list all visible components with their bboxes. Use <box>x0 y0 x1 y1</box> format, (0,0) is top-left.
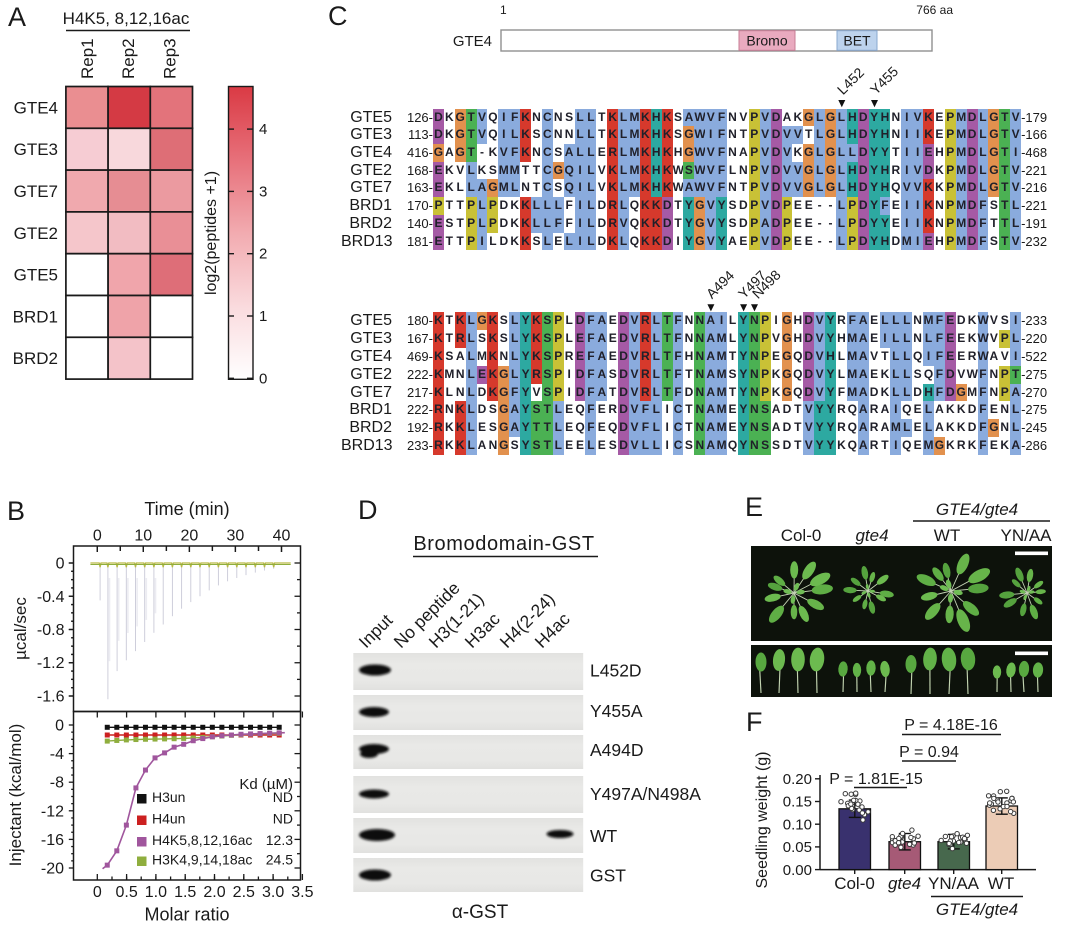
svg-text:1.5: 1.5 <box>174 884 196 901</box>
svg-text:A494D: A494D <box>590 740 644 760</box>
svg-text:20: 20 <box>181 528 199 545</box>
svg-text:-16: -16 <box>41 832 64 849</box>
svg-text:Input: Input <box>355 610 397 652</box>
svg-text:GTE3: GTE3 <box>14 140 58 159</box>
svg-text:Time (min): Time (min) <box>144 499 229 519</box>
svg-text:0: 0 <box>56 556 65 573</box>
svg-text:Y455A: Y455A <box>590 701 643 721</box>
svg-text:40: 40 <box>273 528 291 545</box>
svg-text:GTE2: GTE2 <box>14 224 58 243</box>
svg-text:-1.2: -1.2 <box>37 655 65 672</box>
svg-text:Y455: Y455 <box>867 63 902 98</box>
svg-text:gte4: gte4 <box>888 874 921 893</box>
svg-text:0: 0 <box>93 884 102 901</box>
svg-text:P = 0.94: P = 0.94 <box>899 744 959 761</box>
svg-text:2.0: 2.0 <box>203 884 225 901</box>
svg-text:ND: ND <box>273 811 293 827</box>
svg-text:-12: -12 <box>41 803 64 820</box>
svg-text:Molar ratio: Molar ratio <box>144 905 229 925</box>
svg-text:L452: L452 <box>834 64 867 97</box>
svg-text:WT: WT <box>590 826 618 846</box>
svg-text:ND: ND <box>273 789 293 805</box>
svg-text:1.0: 1.0 <box>145 884 167 901</box>
svg-text:Y497A/N498A: Y497A/N498A <box>590 784 701 804</box>
svg-text:GTE4: GTE4 <box>453 33 492 50</box>
svg-text:L452D: L452D <box>590 661 642 681</box>
svg-text:0.20: 0.20 <box>783 771 812 788</box>
svg-text:-1.6: -1.6 <box>37 689 65 706</box>
svg-text:12.3: 12.3 <box>266 832 293 848</box>
svg-text:0: 0 <box>93 528 102 545</box>
svg-text:α-GST: α-GST <box>452 902 509 923</box>
svg-text:GTE5: GTE5 <box>14 266 58 285</box>
svg-text:F: F <box>746 707 763 737</box>
svg-text:BRD2: BRD2 <box>13 349 58 368</box>
svg-text:C: C <box>328 1 348 31</box>
svg-text:Kd (µM): Kd (µM) <box>239 776 293 793</box>
svg-text:YN/AA: YN/AA <box>1000 526 1052 545</box>
svg-text:WT: WT <box>934 526 960 545</box>
svg-text:0: 0 <box>259 370 267 387</box>
svg-text:-8: -8 <box>50 775 64 792</box>
svg-text:H3un: H3un <box>152 789 185 805</box>
svg-text:Bromodomain-GST: Bromodomain-GST <box>413 533 594 555</box>
svg-text:3: 3 <box>259 183 267 200</box>
svg-text:-0.4: -0.4 <box>37 589 65 606</box>
svg-text:P = 1.81E-15: P = 1.81E-15 <box>829 771 923 788</box>
svg-text:3.5: 3.5 <box>291 884 313 901</box>
svg-text:Rep3: Rep3 <box>160 38 179 79</box>
svg-text:1: 1 <box>259 308 267 325</box>
svg-text:YN/AA: YN/AA <box>928 874 980 893</box>
svg-text:Bromo: Bromo <box>746 33 787 49</box>
svg-text:2.5: 2.5 <box>233 884 255 901</box>
svg-text:H4un: H4un <box>152 811 185 827</box>
svg-text:GTE7: GTE7 <box>14 182 58 201</box>
svg-text:0.5: 0.5 <box>115 884 137 901</box>
svg-text:10: 10 <box>134 528 152 545</box>
svg-text:24.5: 24.5 <box>266 852 293 868</box>
svg-text:A: A <box>8 2 26 32</box>
svg-text:µcal/sec: µcal/sec <box>11 597 30 660</box>
svg-text:Injectant (kcal/mol): Injectant (kcal/mol) <box>6 724 25 867</box>
svg-text:3.0: 3.0 <box>262 884 284 901</box>
svg-text:Seedling weight (g): Seedling weight (g) <box>754 752 771 889</box>
svg-text:P = 4.18E-16: P = 4.18E-16 <box>904 717 998 734</box>
svg-text:Col-0: Col-0 <box>834 874 875 893</box>
svg-text:GTE4: GTE4 <box>14 98 58 117</box>
svg-text:GTE4/gte4: GTE4/gte4 <box>936 900 1018 919</box>
svg-text:A494: A494 <box>703 267 738 302</box>
svg-text:1: 1 <box>500 3 507 17</box>
svg-text:0.00: 0.00 <box>783 862 812 879</box>
svg-text:0.05: 0.05 <box>783 839 812 856</box>
svg-text:H3K4,9,14,18ac: H3K4,9,14,18ac <box>152 852 252 868</box>
svg-text:log2(peptides +1): log2(peptides +1) <box>203 171 220 295</box>
svg-text:gte4: gte4 <box>855 526 888 545</box>
svg-text:2: 2 <box>259 246 267 263</box>
svg-text:H4K5, 8,12,16ac: H4K5, 8,12,16ac <box>63 9 190 28</box>
svg-text:E: E <box>745 492 763 522</box>
svg-text:Rep2: Rep2 <box>119 38 138 79</box>
svg-text:Rep1: Rep1 <box>78 38 97 79</box>
svg-text:-0.8: -0.8 <box>37 622 65 639</box>
svg-text:0.10: 0.10 <box>783 816 812 833</box>
svg-text:B: B <box>7 496 25 526</box>
svg-text:766 aa: 766 aa <box>916 3 953 17</box>
svg-text:GTE4/gte4: GTE4/gte4 <box>936 500 1018 519</box>
svg-text:Col-0: Col-0 <box>781 526 822 545</box>
svg-text:30: 30 <box>227 528 245 545</box>
svg-text:4: 4 <box>259 121 267 138</box>
svg-text:BRD1: BRD1 <box>13 307 58 326</box>
svg-text:GST: GST <box>590 866 626 886</box>
svg-text:BET: BET <box>843 33 871 49</box>
svg-text:-4: -4 <box>50 746 64 763</box>
svg-text:D: D <box>358 495 378 525</box>
svg-text:-20: -20 <box>41 861 64 878</box>
svg-text:0.15: 0.15 <box>783 794 812 811</box>
svg-text:WT: WT <box>988 874 1014 893</box>
svg-text:0: 0 <box>55 718 64 735</box>
svg-text:H4K5,8,12,16ac: H4K5,8,12,16ac <box>152 832 252 848</box>
